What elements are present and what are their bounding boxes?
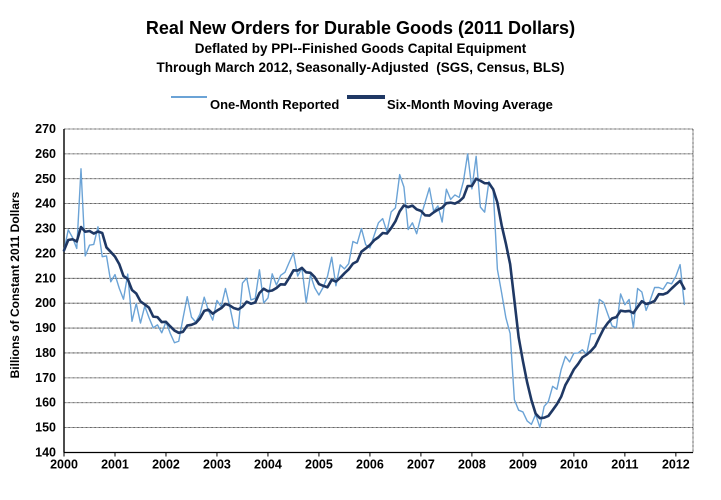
svg-text:2004: 2004 xyxy=(254,458,282,472)
svg-text:2006: 2006 xyxy=(356,458,384,472)
svg-text:2002: 2002 xyxy=(152,458,180,472)
svg-text:180: 180 xyxy=(35,346,56,360)
svg-text:2001: 2001 xyxy=(101,458,129,472)
svg-text:2003: 2003 xyxy=(203,458,231,472)
svg-text:190: 190 xyxy=(35,321,56,335)
svg-text:2000: 2000 xyxy=(50,458,78,472)
svg-text:260: 260 xyxy=(35,147,56,161)
svg-text:2011: 2011 xyxy=(611,458,638,472)
svg-text:170: 170 xyxy=(35,371,56,385)
svg-text:2010: 2010 xyxy=(560,458,588,472)
svg-text:150: 150 xyxy=(35,421,56,435)
svg-text:240: 240 xyxy=(35,197,56,211)
svg-text:250: 250 xyxy=(35,172,56,186)
svg-text:230: 230 xyxy=(35,222,56,236)
svg-text:200: 200 xyxy=(35,296,56,310)
svg-text:270: 270 xyxy=(35,122,56,136)
svg-text:2012: 2012 xyxy=(662,458,690,472)
svg-text:2007: 2007 xyxy=(407,458,435,472)
svg-text:160: 160 xyxy=(35,396,56,410)
svg-text:210: 210 xyxy=(35,271,56,285)
svg-text:2005: 2005 xyxy=(305,458,333,472)
svg-text:2008: 2008 xyxy=(458,458,486,472)
svg-text:220: 220 xyxy=(35,246,56,260)
svg-text:2009: 2009 xyxy=(509,458,537,472)
